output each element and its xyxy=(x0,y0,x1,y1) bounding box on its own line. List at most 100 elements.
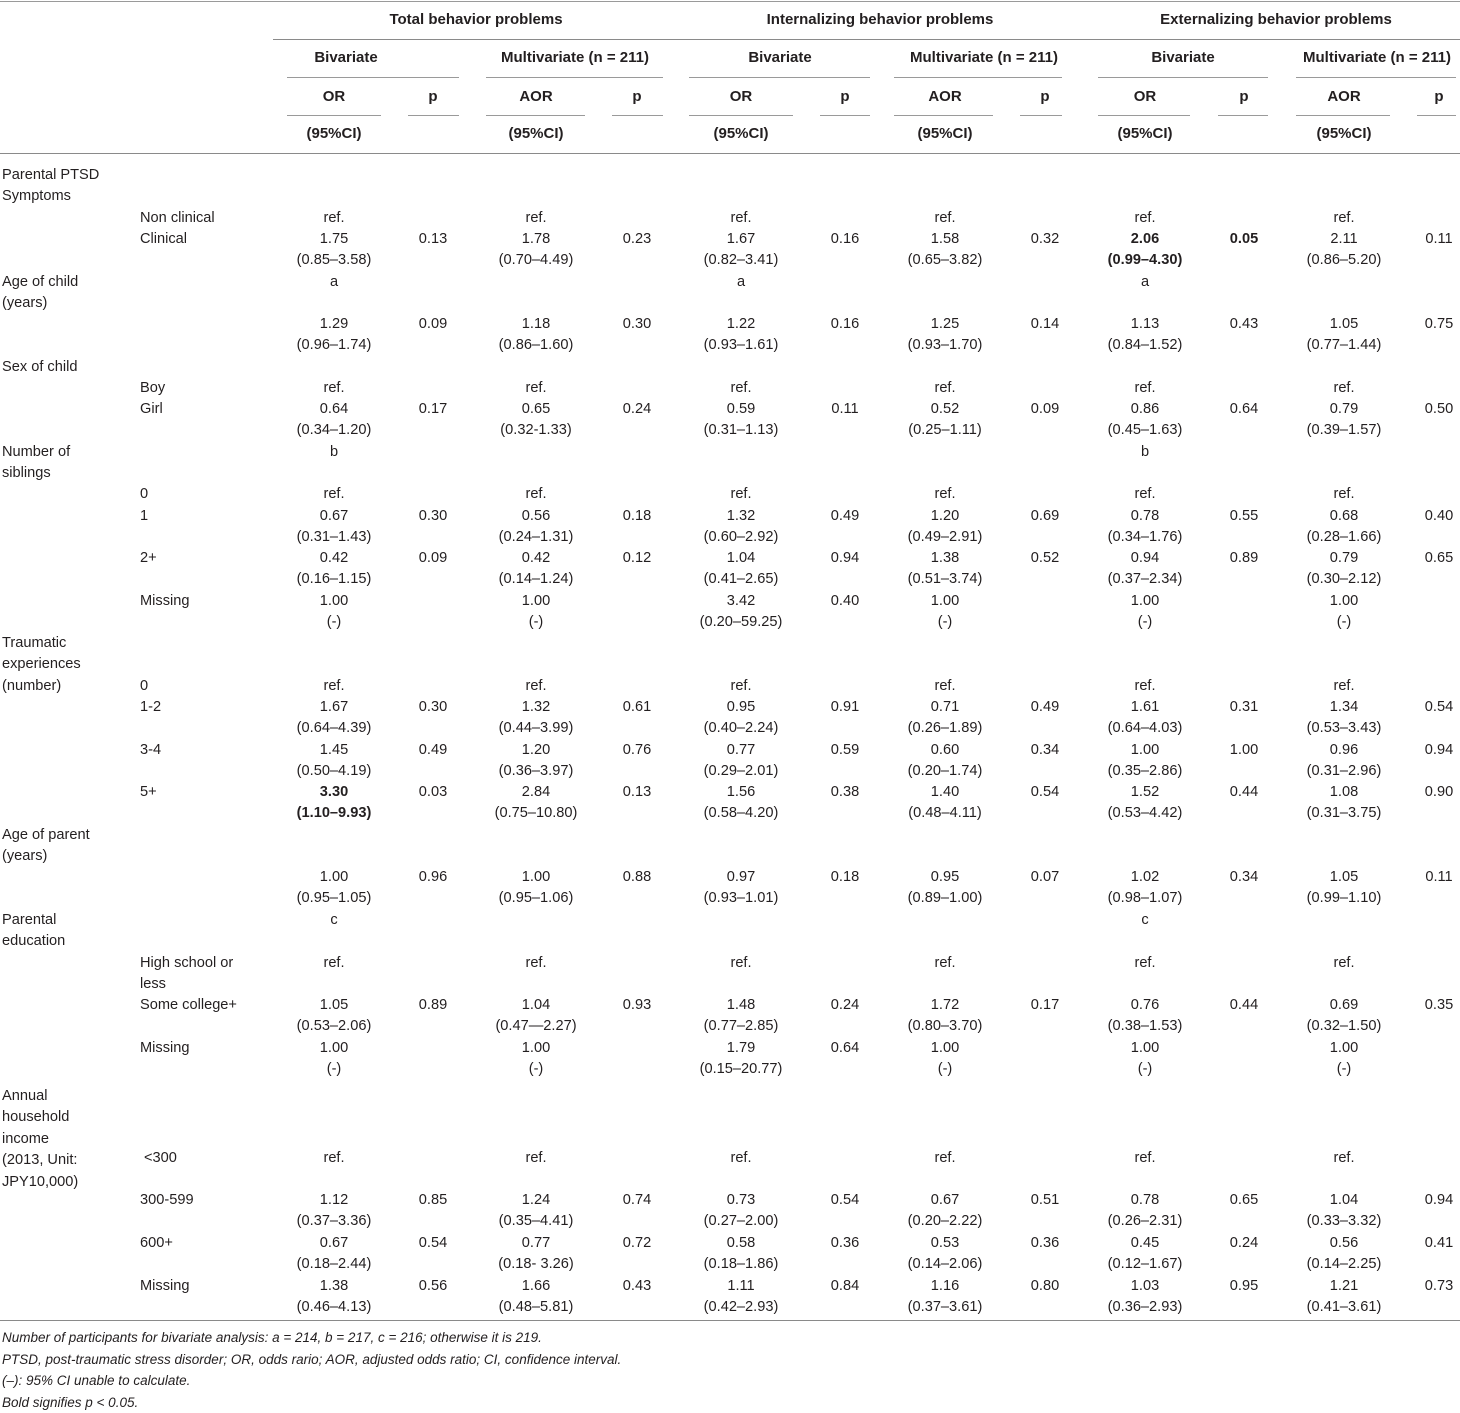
estimate-cell: (0.96–1.74) xyxy=(296,337,372,354)
p-value: 0.55 xyxy=(1229,508,1259,524)
column-header: p xyxy=(840,88,850,105)
estimate-cell: b xyxy=(1140,444,1150,460)
p-value: 0.84 xyxy=(830,1278,860,1294)
row-label: (years) xyxy=(2,295,48,312)
table-bottom-rule xyxy=(0,1320,1460,1321)
estimate-cell: (0.37–3.61) xyxy=(907,1299,983,1316)
estimate-cell: ref. xyxy=(1333,210,1355,226)
estimate-cell: 0.58 xyxy=(726,1235,756,1251)
estimate-cell: 1.34 xyxy=(1329,699,1359,715)
estimate-cell: 2.06 xyxy=(1130,231,1160,247)
estimate-cell: (0.34–1.20) xyxy=(296,422,372,439)
estimate-cell: 0.79 xyxy=(1329,550,1359,566)
estimate-cell: (0.95–1.06) xyxy=(498,890,574,907)
row-label: Number of xyxy=(2,444,71,460)
estimate-cell: (0.84–1.52) xyxy=(1107,337,1183,354)
column-rule xyxy=(689,115,793,116)
row-label: Sex of child xyxy=(2,359,78,375)
p-value: 0.54 xyxy=(1424,699,1454,715)
estimate-cell: ref. xyxy=(730,380,752,396)
row-sublabel: 5+ xyxy=(140,784,157,800)
p-value: 0.13 xyxy=(622,784,652,800)
row-sublabel: 1-2 xyxy=(140,699,162,715)
estimate-cell: (0.53–2.06) xyxy=(296,1018,372,1035)
estimate-cell: 0.52 xyxy=(930,401,960,417)
p-value: 0.54 xyxy=(418,1235,448,1251)
column-rule xyxy=(1218,115,1268,116)
estimate-cell: 1.21 xyxy=(1329,1278,1359,1294)
estimate-cell: 0.67 xyxy=(319,508,349,524)
column-header: p xyxy=(1434,88,1444,105)
estimate-cell: 0.56 xyxy=(1329,1235,1359,1251)
estimate-cell: (0.95–1.05) xyxy=(296,890,372,907)
row-label: Annual xyxy=(2,1088,48,1104)
p-value: 0.49 xyxy=(418,742,448,758)
row-sublabel: Non clinical xyxy=(140,210,215,226)
p-value: 0.38 xyxy=(830,784,860,800)
column-header: p xyxy=(1040,88,1050,105)
p-value: 0.50 xyxy=(1424,401,1454,417)
estimate-cell: 1.05 xyxy=(1329,869,1359,885)
estimate-cell: ref. xyxy=(730,955,752,971)
analysis-rule xyxy=(894,77,1062,78)
row-label: siblings xyxy=(2,465,51,482)
p-value: 0.24 xyxy=(1229,1235,1259,1251)
estimate-cell: ref. xyxy=(934,1150,956,1166)
estimate-cell: ref. xyxy=(323,955,345,971)
row-label: Traumatic xyxy=(2,635,67,651)
estimate-cell: (0.93–1.01) xyxy=(703,890,779,907)
estimate-cell: 1.00 xyxy=(319,869,349,885)
estimate-cell: b xyxy=(329,444,339,460)
estimate-cell: 0.67 xyxy=(930,1192,960,1208)
p-value: 0.89 xyxy=(1229,550,1259,566)
estimate-cell: (0.32-1.33) xyxy=(500,422,572,439)
estimate-cell: ref. xyxy=(934,486,956,502)
p-value: 0.52 xyxy=(1030,550,1060,566)
estimate-cell: 1.29 xyxy=(319,316,349,332)
p-value: 0.11 xyxy=(1425,869,1453,885)
p-value: 0.64 xyxy=(830,1040,860,1056)
p-value: 0.23 xyxy=(622,231,652,247)
estimate-cell: (0.58–4.20) xyxy=(703,805,779,822)
estimate-cell: ref. xyxy=(1134,1150,1156,1166)
row-sublabel: Missing xyxy=(140,1040,190,1056)
p-value: 0.35 xyxy=(1424,997,1454,1013)
p-value: 0.30 xyxy=(418,699,448,715)
estimate-cell: (0.65–3.82) xyxy=(907,252,983,269)
estimate-cell: (0.86–1.60) xyxy=(498,337,574,354)
p-value: 0.13 xyxy=(418,231,448,247)
estimate-cell: 1.24 xyxy=(521,1192,551,1208)
estimate-cell: (0.15–20.77) xyxy=(699,1061,783,1078)
estimate-cell: 1.48 xyxy=(726,997,756,1013)
estimate-cell: 2.84 xyxy=(521,784,551,800)
estimate-cell: 1.04 xyxy=(726,550,756,566)
p-value: 0.03 xyxy=(418,784,448,800)
p-value: 0.24 xyxy=(622,401,652,417)
estimate-cell: (0.31–1.43) xyxy=(296,529,372,546)
estimate-cell: 1.08 xyxy=(1329,784,1359,800)
ci-header: (95%CI) xyxy=(917,125,973,142)
p-value: 0.74 xyxy=(622,1192,652,1208)
p-value: 0.56 xyxy=(418,1278,448,1294)
row-sublabel: 1 xyxy=(140,508,149,524)
p-value: 0.36 xyxy=(830,1235,860,1251)
estimate-cell: 1.00 xyxy=(1130,593,1160,609)
p-value: 0.90 xyxy=(1424,784,1454,800)
estimate-cell: 0.42 xyxy=(521,550,551,566)
p-value: 0.54 xyxy=(1030,784,1060,800)
estimate-cell: (0.14–1.24) xyxy=(498,571,574,588)
p-value: 0.09 xyxy=(418,550,448,566)
estimate-cell: (0.33–3.32) xyxy=(1306,1213,1382,1230)
p-value: 0.16 xyxy=(830,316,860,332)
column-rule xyxy=(408,115,459,116)
row-sublabel: Some college+ xyxy=(140,997,237,1013)
estimate-cell: ref. xyxy=(323,210,345,226)
row-label: Age of child xyxy=(2,274,79,290)
estimate-cell: 1.00 xyxy=(1130,742,1160,758)
estimate-cell: (-) xyxy=(326,614,342,631)
p-value: 0.36 xyxy=(1030,1235,1060,1251)
estimate-cell: (-) xyxy=(1336,1061,1352,1078)
estimate-cell: (0.40–2.24) xyxy=(703,720,779,737)
p-value: 0.34 xyxy=(1030,742,1060,758)
estimate-cell: (-) xyxy=(1336,614,1352,631)
